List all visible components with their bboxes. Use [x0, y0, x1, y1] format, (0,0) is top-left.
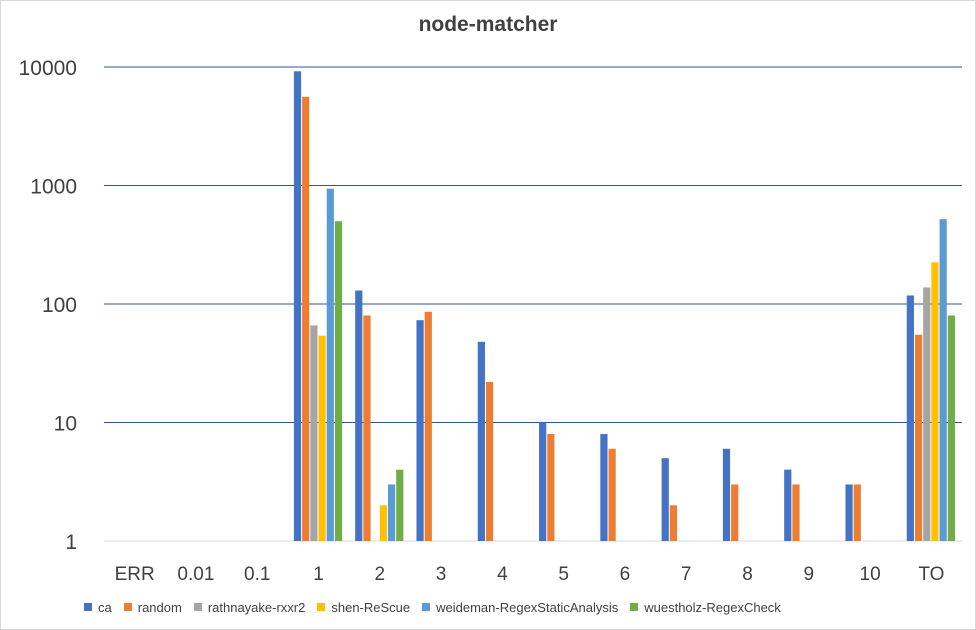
bar-weideman-RegexStaticAnalysis: [326, 188, 334, 541]
x-tick-label: TO: [918, 564, 944, 585]
bar-weideman-RegexStaticAnalysis: [387, 484, 396, 541]
bar-wuestholz-RegexCheck: [947, 315, 955, 541]
legend-item: weideman-RegexStaticAnalysis: [422, 600, 618, 615]
x-tick-label: 0.01: [177, 564, 214, 585]
legend-item: random: [123, 599, 182, 615]
legend-item: rathnayake-rxxr2: [193, 599, 306, 615]
x-tick-label: 1: [313, 564, 324, 585]
bar-ca: [539, 422, 547, 541]
bar-ca: [784, 469, 792, 541]
x-tick-label: 3: [436, 564, 447, 585]
bar-rathnayake-rxxr2: [923, 287, 931, 541]
legend-label: wuestholz-RegexCheck: [644, 599, 781, 615]
legend-swatch: [193, 603, 202, 611]
bar-ca: [661, 458, 669, 541]
legend-item: shen-ReScue: [317, 600, 410, 615]
chart-title: node-matcher: [418, 13, 558, 36]
x-tick-label: 9: [803, 564, 814, 585]
bar-ca: [416, 320, 424, 541]
legend-label: weideman-RegexStaticAnalysis: [436, 599, 619, 615]
legend-label: ca: [98, 599, 112, 615]
legend-swatch: [317, 603, 326, 611]
y-tick-label: 1000: [30, 176, 77, 199]
legend-swatch: [630, 603, 639, 611]
legend-item: wuestholz-RegexCheck: [630, 600, 781, 615]
bar-ca: [845, 484, 853, 541]
bar-ca: [600, 433, 608, 541]
bar-shen-ReScue: [379, 505, 387, 541]
bar-ca: [293, 71, 302, 542]
chart-legend: ca random rathnayake-rxxr2 shen-ReScue weide…: [84, 598, 793, 616]
bar-random: [792, 484, 800, 541]
x-tick-label: 8: [742, 564, 753, 585]
legend-label: shen-ReScue: [331, 599, 411, 615]
bar-random: [731, 484, 739, 541]
legend-swatch: [123, 603, 132, 611]
x-tick-label: 7: [681, 564, 692, 585]
bar-shen-ReScue: [318, 335, 326, 541]
x-tick-label: 0.1: [244, 564, 270, 585]
bar-random: [302, 96, 310, 541]
bar-random: [424, 311, 432, 541]
y-tick-label: 1: [65, 531, 77, 554]
bar-random: [669, 505, 678, 541]
y-tick-label: 10000: [19, 57, 77, 80]
x-tick-label: 2: [374, 564, 385, 585]
legend-swatch: [84, 603, 92, 611]
bar-random: [914, 334, 923, 541]
bar-ca: [477, 341, 485, 541]
bar-wuestholz-RegexCheck: [334, 221, 343, 541]
bar-random: [853, 484, 861, 541]
bar-random: [485, 381, 494, 541]
legend-swatch: [422, 603, 431, 611]
bar-random: [608, 448, 616, 541]
bar-random: [363, 315, 371, 541]
x-tick-label: 5: [558, 564, 569, 585]
bar-ca: [906, 295, 914, 541]
x-tick-label: ERR: [115, 564, 155, 585]
bar-ca: [355, 290, 363, 541]
legend-label: rathnayake-rxxr2: [207, 599, 306, 615]
bar-rathnayake-rxxr2: [310, 325, 318, 541]
x-tick-label: 6: [620, 564, 631, 585]
bar-ca: [722, 448, 731, 541]
bar-random: [547, 433, 555, 541]
bar-weideman-RegexStaticAnalysis: [939, 219, 947, 541]
bar-shen-ReScue: [931, 262, 939, 541]
y-tick-label: 100: [42, 294, 77, 317]
y-tick-label: 10: [54, 413, 77, 436]
x-tick-label: 10: [860, 564, 881, 585]
x-tick-label: 4: [497, 564, 508, 585]
legend-label: random: [137, 599, 182, 615]
bar-wuestholz-RegexCheck: [396, 469, 404, 541]
legend-item: ca: [84, 600, 112, 615]
